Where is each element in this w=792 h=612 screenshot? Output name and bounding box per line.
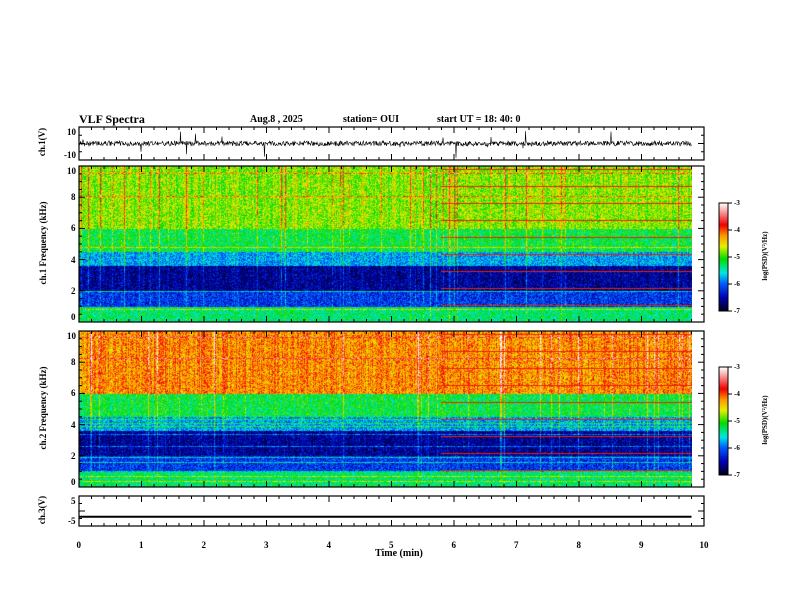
colorbar-tick-label: -5 bbox=[734, 253, 740, 261]
ch2-colorbar bbox=[719, 367, 728, 475]
ch2-spectrogram bbox=[79, 331, 692, 487]
colorbar-tick-label: -6 bbox=[734, 280, 740, 288]
y-tick-label: 4 bbox=[71, 254, 76, 265]
x-tick-label: 1 bbox=[139, 540, 144, 550]
figure-title: VLF Spectra bbox=[79, 112, 145, 126]
x-tick-label: 3 bbox=[264, 540, 269, 550]
x-tick-label: 4 bbox=[326, 540, 332, 550]
y-tick-label: 8 bbox=[71, 192, 76, 203]
station-label: station= OUI bbox=[343, 114, 399, 125]
y-tick-label: 4 bbox=[71, 419, 76, 430]
x-axis-label: Time (min) bbox=[375, 548, 423, 559]
y-tick-label: 6 bbox=[71, 388, 76, 399]
x-tick-label: 9 bbox=[639, 540, 644, 550]
x-tick-label: 10 bbox=[699, 540, 709, 550]
x-tick-label: 5 bbox=[389, 540, 394, 550]
x-tick-label: 8 bbox=[576, 540, 582, 550]
colorbar-frame bbox=[718, 202, 729, 312]
y-tick-label: 0 bbox=[71, 312, 76, 322]
colorbar-tick-label: -6 bbox=[734, 444, 740, 452]
colorbar-tick-label: -4 bbox=[734, 390, 740, 398]
x-tick-label: 0 bbox=[76, 540, 82, 550]
y-tick-label: -10 bbox=[64, 150, 76, 160]
y-tick-label: 2 bbox=[71, 285, 76, 296]
ch1-spectrogram bbox=[79, 166, 692, 322]
y-tick-label: 8 bbox=[71, 357, 76, 368]
y-tick-label: 10 bbox=[67, 331, 76, 341]
colorbar-tick-label: -7 bbox=[734, 471, 740, 479]
colorbar-tick-label: -4 bbox=[734, 226, 740, 234]
y-tick-label: 5 bbox=[71, 496, 76, 506]
x-tick-label: 6 bbox=[451, 540, 457, 550]
start-time-label: start UT = 18: 40: 0 bbox=[437, 114, 521, 125]
y-tick-label: 2 bbox=[71, 450, 76, 461]
colorbar-frame bbox=[718, 366, 729, 476]
colorbar-tick-label: -7 bbox=[734, 307, 740, 315]
y-tick-label: 10 bbox=[67, 166, 76, 176]
y-tick-label: 0 bbox=[71, 477, 76, 487]
colorbar-tick-label: -3 bbox=[734, 199, 740, 207]
date-label: Aug.8 , 2025 bbox=[250, 114, 303, 125]
colorbar-tick-label: -5 bbox=[734, 417, 740, 425]
colorbar-tick-label: -3 bbox=[734, 363, 740, 371]
y-tick-label: -5 bbox=[68, 516, 76, 526]
x-tick-label: 7 bbox=[514, 540, 519, 550]
y-tick-label: 10 bbox=[67, 127, 76, 137]
ch1-waveform-line bbox=[78, 131, 692, 158]
y-tick-label: 6 bbox=[71, 223, 76, 234]
ch1-colorbar bbox=[719, 203, 728, 311]
panel-frame-1 bbox=[78, 165, 705, 323]
panel-frame-2 bbox=[78, 330, 705, 488]
x-tick-label: 2 bbox=[201, 540, 207, 550]
